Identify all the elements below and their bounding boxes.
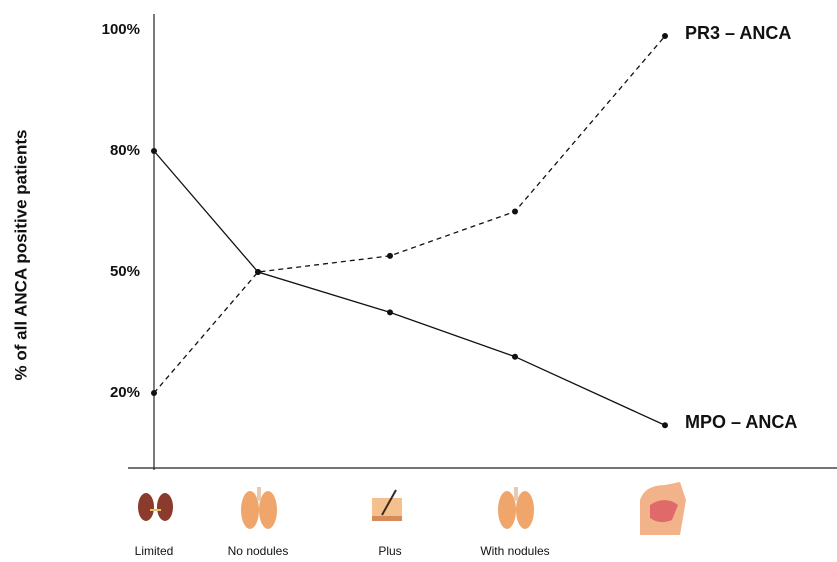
head-icon — [640, 482, 686, 535]
x-tick-label: With nodules — [480, 544, 549, 558]
skin-icon — [372, 490, 402, 521]
y-tick-label: 20% — [110, 384, 140, 401]
lungs-icon — [241, 487, 277, 529]
point — [662, 422, 668, 428]
point — [387, 253, 393, 259]
series-line — [154, 151, 665, 425]
point — [387, 309, 393, 315]
kidney-icon — [138, 493, 173, 521]
series-label: MPO – ANCA — [685, 412, 797, 432]
series-line — [154, 36, 665, 393]
point — [512, 354, 518, 360]
x-tick-label: No nodules — [228, 544, 289, 558]
point — [151, 390, 157, 396]
y-axis-title: % of all ANCA positive patients — [11, 130, 30, 381]
point — [255, 269, 261, 275]
chart: % of all ANCA positive patients 20% 50% 80… — [0, 0, 837, 562]
point — [151, 148, 157, 154]
point — [512, 209, 518, 215]
point — [662, 33, 668, 39]
x-tick-label: Limited — [135, 544, 174, 558]
y-tick-label: 50% — [110, 263, 140, 280]
y-tick-label: 100% — [102, 21, 140, 38]
x-tick-label: Plus — [378, 544, 401, 558]
y-tick-label: 80% — [110, 142, 140, 159]
series-label: PR3 – ANCA — [685, 23, 791, 43]
lungs-icon — [498, 487, 534, 529]
